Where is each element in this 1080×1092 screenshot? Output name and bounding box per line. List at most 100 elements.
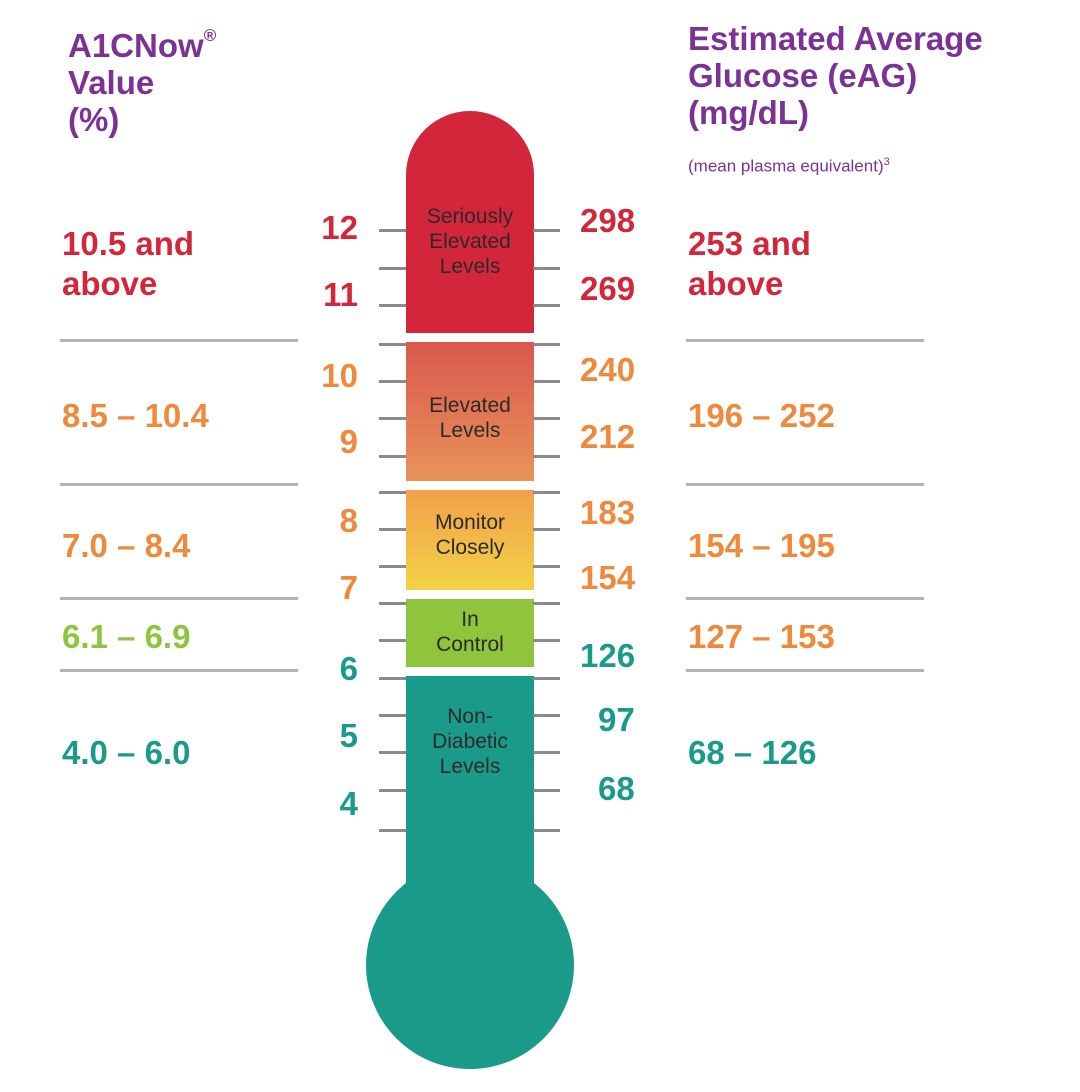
- a1c-header-title: A1CNow: [68, 27, 204, 64]
- eag-header: Estimated Average Glucose (eAG) (mg/dL): [688, 20, 983, 131]
- band-divider-right: [686, 483, 924, 486]
- eag-range-line: 253 and: [688, 225, 811, 262]
- a1c-scale-label: 12: [321, 209, 358, 246]
- zone-elevated: [406, 342, 534, 481]
- a1c-range-non-diabetic: 4.0 – 6.0: [62, 734, 191, 771]
- thermometer-bulb: [366, 861, 574, 1069]
- eag-scale-label: 212: [580, 418, 636, 455]
- level-label-line: Diabetic: [432, 730, 508, 753]
- eag-range-line: above: [688, 265, 784, 302]
- level-seriously-elevated: Seriously Elevated Levels: [400, 204, 540, 279]
- eag-scale-label: 97: [598, 701, 635, 738]
- level-label-line: Levels: [439, 419, 501, 442]
- tick-mark-right: [533, 417, 560, 420]
- eag-header-note-text: (mean plasma equivalent): [688, 156, 884, 176]
- level-label-line: Control: [436, 633, 504, 656]
- eag-scale-label: 126: [580, 637, 636, 674]
- a1c-range-monitor: 7.0 – 8.4: [62, 527, 191, 564]
- tick-mark-right: [533, 455, 560, 458]
- tick-mark-left: [379, 528, 406, 531]
- level-label-line: In: [461, 608, 479, 631]
- eag-scale-label: 183: [580, 494, 636, 531]
- a1c-range-elevated: 8.5 – 10.4: [62, 397, 209, 434]
- eag-range-monitor: 154 – 195: [688, 527, 835, 564]
- tick-mark-right: [533, 267, 560, 270]
- eag-header-line2: Glucose (eAG): [688, 57, 918, 94]
- a1c-range-line: above: [62, 265, 158, 302]
- band-divider-right: [686, 339, 924, 342]
- band-divider-left: [60, 597, 298, 600]
- a1c-header-value: Value: [68, 64, 155, 101]
- tick-mark-left: [379, 789, 406, 792]
- tick-mark-left: [379, 229, 406, 232]
- eag-header-unit: (mg/dL): [688, 94, 809, 131]
- thermometer-icon: [366, 111, 574, 1069]
- level-non-diabetic: Non- Diabetic Levels: [400, 704, 540, 779]
- eag-range-seriously-elevated: 253 and above: [688, 224, 811, 304]
- tick-mark-left: [379, 455, 406, 458]
- tick-mark-right: [533, 714, 560, 717]
- zone-in-control: [406, 599, 534, 667]
- level-in-control: In Control: [400, 607, 540, 657]
- a1c-header: A1CNow® Value (%): [68, 21, 216, 138]
- tick-mark-left: [379, 491, 406, 494]
- a1c-scale-label: 6: [339, 650, 358, 687]
- tick-mark-left: [379, 714, 406, 717]
- tick-mark-left: [379, 677, 406, 680]
- tick-mark-right: [533, 602, 560, 605]
- tick-mark-left: [379, 565, 406, 568]
- level-elevated: Elevated Levels: [400, 393, 540, 443]
- a1c-scale-label: 8: [339, 502, 358, 539]
- level-label-line: Levels: [439, 255, 501, 278]
- a1c-scale-label: 7: [339, 569, 358, 606]
- a1c-scale-label: 11: [323, 276, 358, 313]
- tick-mark-right: [533, 677, 560, 680]
- eag-header-note: (mean plasma equivalent)3: [688, 156, 890, 177]
- tick-mark-right: [533, 229, 560, 232]
- eag-scale-label: 68: [598, 770, 635, 807]
- level-label-line: Elevated: [429, 394, 511, 417]
- band-divider-left: [60, 669, 298, 672]
- eag-header-line1: Estimated Average: [688, 20, 983, 57]
- eag-scale-label: 154: [580, 559, 636, 596]
- eag-scale-label: 298: [580, 202, 636, 239]
- tick-mark-left: [379, 751, 406, 754]
- tick-mark-right: [533, 751, 560, 754]
- a1c-range-in-control: 6.1 – 6.9: [62, 618, 191, 655]
- a1c-range-seriously-elevated: 10.5 and above: [62, 224, 194, 304]
- a1c-header-unit: (%): [68, 101, 120, 138]
- tick-mark-right: [533, 565, 560, 568]
- band-divider-right: [686, 597, 924, 600]
- tick-mark-right: [533, 639, 560, 642]
- tick-mark-left: [379, 380, 406, 383]
- level-label-line: Monitor: [434, 511, 506, 534]
- band-divider-right: [686, 669, 924, 672]
- tick-mark-right: [533, 380, 560, 383]
- zone-monitor-closely: [406, 490, 534, 590]
- tick-mark-left: [379, 639, 406, 642]
- tick-mark-left: [379, 343, 406, 346]
- tick-mark-right: [533, 789, 560, 792]
- tick-mark-left: [379, 602, 406, 605]
- a1c-scale-label: 9: [339, 423, 358, 460]
- tick-mark-right: [533, 829, 560, 832]
- level-label-line: Closely: [435, 536, 505, 559]
- eag-scale-label: 240: [580, 351, 636, 388]
- a1c-scale-label: 10: [321, 357, 358, 394]
- footnote-marker: 3: [883, 156, 890, 168]
- tick-mark-left: [379, 304, 406, 307]
- tick-mark-left: [379, 267, 406, 270]
- tick-mark-right: [533, 304, 560, 307]
- level-monitor-closely: Monitor Closely: [400, 510, 540, 560]
- level-label-line: Elevated: [429, 230, 511, 253]
- registered-mark: ®: [203, 26, 217, 45]
- a1c-range-line: 10.5 and: [62, 225, 195, 262]
- eag-range-elevated: 196 – 252: [688, 397, 835, 434]
- zone-seriously-elevated: [406, 111, 534, 333]
- eag-range-in-control: 127 – 153: [688, 618, 835, 655]
- level-label-line: Non-: [447, 705, 493, 728]
- a1c-scale-label: 5: [339, 717, 358, 754]
- level-label-line: Seriously: [426, 205, 514, 228]
- tick-mark-right: [533, 491, 560, 494]
- eag-range-non-diabetic: 68 – 126: [688, 734, 817, 771]
